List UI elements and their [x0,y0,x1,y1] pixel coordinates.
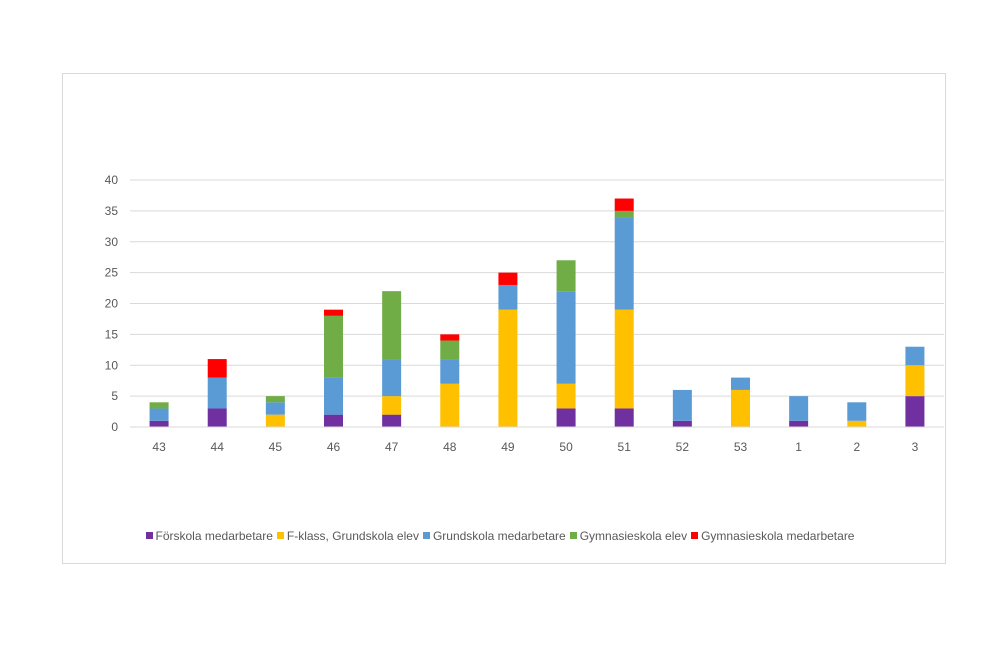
bar-segment [556,408,576,427]
legend-swatch [422,532,430,540]
legend-label: Gymnasieskola medarbetare [701,529,855,543]
bar-segment [149,420,169,427]
bar-segment [382,396,402,415]
legend-item: F-klass, Grundskola elev [276,529,419,543]
legend: Förskola medarbetare F-klass, Grundskola … [0,529,1000,543]
bar-segment [556,383,576,409]
x-tick-label: 2 [853,440,860,454]
legend-label: Gymnasieskola elev [579,529,688,543]
bar-segment [382,359,402,397]
bar-segment [382,291,402,360]
bar-segment [847,420,867,427]
legend-label: F-klass, Grundskola elev [286,529,419,543]
bar-segment [847,402,867,421]
bar-segment [149,402,169,409]
bar-segment [207,408,227,427]
x-tick-label: 51 [618,440,632,454]
x-tick-label: 43 [152,440,166,454]
y-tick-label: 25 [105,266,119,280]
bar-segment [905,346,925,366]
legend-item: Förskola medarbetare [145,529,273,543]
bar-segment [556,260,576,292]
bar-segment [440,383,460,427]
y-tick-label: 10 [105,358,119,372]
bar-segment [498,272,518,285]
y-tick-label: 30 [105,235,119,249]
gridlines [130,179,944,397]
x-tick-label: 52 [676,440,690,454]
x-tick-label: 53 [734,440,748,454]
bar-segment [265,396,285,403]
bar-segment [731,389,750,427]
bar-segment [382,414,402,427]
bar-segment [207,377,227,409]
bar-segment [556,291,576,384]
bars [149,198,925,427]
x-tick-label: 48 [443,440,457,454]
bar-segment [149,408,169,421]
bar-segment [498,284,518,310]
bar-segment [265,402,285,415]
bar-segment [324,377,343,415]
y-tick-label: 5 [111,389,118,403]
bar-segment [440,340,460,360]
legend-item: Gymnasieskola medarbetare [691,529,854,543]
bar-segment [789,396,809,421]
y-tick-label: 40 [105,173,119,187]
legend-item: Grundskola medarbetare [422,529,566,543]
y-tick-label: 0 [111,420,118,434]
bar-segment [324,309,343,316]
bar-segment [498,309,518,427]
legend-label: Grundskola medarbetare [432,529,566,543]
legend-swatch [569,532,577,540]
legend-label: Förskola medarbetare [155,529,273,543]
bar-segment [614,210,634,218]
y-tick-label: 20 [105,297,119,311]
legend-swatch [276,532,284,540]
bar-segment [672,389,692,421]
x-tick-label: 1 [795,440,802,454]
bar-segment [324,414,343,427]
x-axis-ticks: 43 44 45 46 47 48 49 50 51 52 53 1 2 3 [152,440,918,454]
legend-item: Gymnasieskola elev [569,529,688,543]
bar-segment [905,365,925,397]
bar-segment [207,359,227,378]
x-tick-label: 50 [559,440,573,454]
x-tick-label: 49 [501,440,515,454]
bar-segment [614,408,634,427]
x-tick-label: 45 [269,440,283,454]
bar-segment [440,359,460,384]
bar-segment [265,414,285,427]
y-tick-label: 35 [105,204,119,218]
bar-segment [789,420,809,427]
bar-segment [905,396,925,427]
bar-segment [614,309,634,409]
x-tick-label: 47 [385,440,399,454]
y-tick-label: 15 [105,327,119,341]
x-tick-label: 44 [211,440,225,454]
bar-segment [324,315,343,378]
legend-swatch [145,532,153,540]
x-tick-label: 46 [327,440,341,454]
y-axis-ticks: 0 5 10 15 20 25 30 35 40 [105,173,119,434]
bar-segment [731,377,750,390]
bar-segment [614,198,634,211]
bar-segment [440,334,460,341]
x-tick-label: 3 [912,440,919,454]
bar-segment [672,420,692,427]
legend-swatch [691,532,699,540]
bar-segment [614,217,634,310]
